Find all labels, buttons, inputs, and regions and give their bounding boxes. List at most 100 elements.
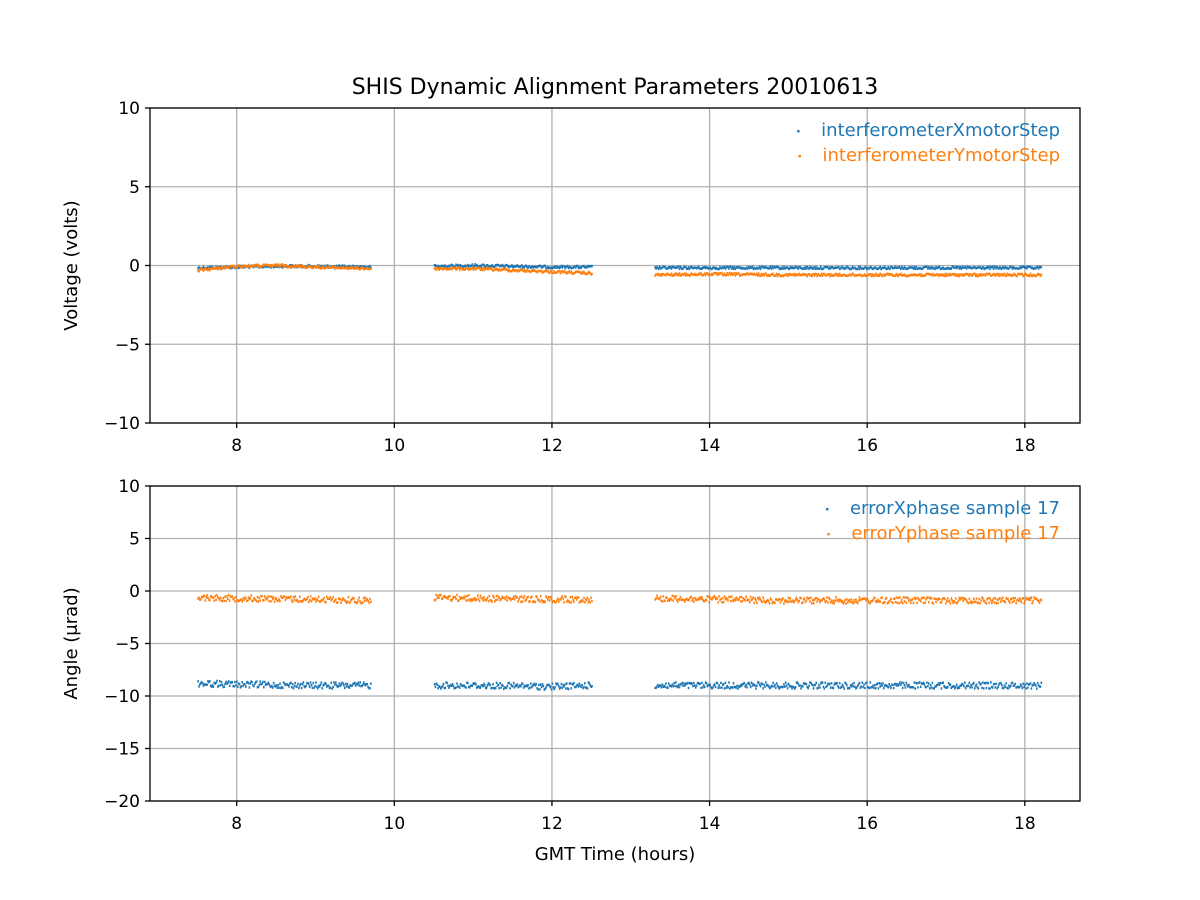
data-point (864, 266, 866, 269)
data-point (926, 681, 928, 684)
data-point (557, 597, 559, 600)
data-point (722, 266, 725, 269)
data-point (936, 267, 938, 270)
data-point (969, 266, 971, 269)
data-point (812, 272, 815, 276)
data-point (926, 596, 928, 599)
data-point (863, 597, 865, 600)
data-point (807, 597, 809, 600)
data-point (964, 265, 966, 269)
data-point (697, 265, 700, 268)
data-point (1019, 265, 1022, 268)
data-point (885, 596, 888, 600)
data-point (932, 267, 935, 270)
data-point (582, 600, 584, 603)
data-point (260, 595, 262, 598)
data-point (779, 274, 782, 278)
data-point (445, 265, 447, 269)
data-point (213, 681, 216, 685)
data-point (557, 266, 559, 269)
data-point (335, 265, 337, 269)
data-point (896, 273, 899, 277)
data-point (434, 266, 437, 269)
data-point (1025, 272, 1027, 276)
data-point (725, 596, 728, 600)
data-point (861, 681, 863, 684)
data-point (964, 598, 966, 601)
data-point (252, 265, 254, 269)
data-point (290, 265, 293, 269)
data-point (688, 681, 691, 685)
data-point (919, 274, 922, 278)
data-point (914, 273, 917, 276)
data-point (476, 598, 478, 601)
data-point (246, 680, 249, 684)
data-point (485, 686, 488, 689)
data-point (362, 601, 364, 604)
data-point (809, 265, 811, 269)
data-point (737, 687, 739, 690)
data-point (581, 265, 583, 268)
data-point (499, 682, 501, 685)
data-point (816, 687, 818, 690)
data-point (1019, 272, 1022, 276)
data-point (264, 596, 267, 600)
data-point (881, 267, 883, 270)
data-point (457, 264, 459, 267)
data-point (327, 597, 330, 600)
data-point (713, 271, 716, 275)
data-point (559, 686, 562, 689)
data-point (737, 597, 739, 600)
data-point (347, 685, 350, 689)
data-point (290, 265, 292, 268)
data-point (660, 599, 663, 602)
data-point (1035, 597, 1037, 600)
data-point (819, 601, 821, 604)
data-point (937, 598, 939, 602)
data-point (218, 680, 221, 683)
data-point (218, 684, 220, 687)
data-point (923, 682, 926, 686)
data-point (917, 273, 919, 277)
data-point (778, 597, 781, 601)
data-point (358, 596, 360, 599)
data-point (676, 598, 678, 601)
data-point (974, 266, 977, 270)
data-point (588, 682, 591, 685)
data-point (510, 265, 512, 268)
data-point (554, 271, 556, 275)
data-point (703, 266, 705, 269)
data-point (805, 683, 808, 686)
data-point (474, 596, 476, 600)
data-point (888, 267, 890, 270)
data-point (1036, 266, 1038, 269)
data-point (915, 597, 917, 600)
data-point (542, 265, 545, 268)
data-point (265, 265, 268, 268)
data-point (666, 596, 668, 599)
data-point (321, 599, 324, 602)
data-point (660, 274, 663, 278)
data-point (200, 267, 202, 271)
data-point (732, 599, 735, 603)
data-point (883, 266, 885, 270)
data-point (451, 266, 454, 270)
data-point (479, 594, 482, 598)
data-point (245, 599, 248, 603)
data-point (748, 265, 750, 269)
data-point (914, 687, 917, 690)
data-point (920, 597, 923, 600)
data-point (560, 596, 563, 599)
data-point (875, 274, 878, 277)
data-point (344, 267, 346, 270)
data-point (348, 686, 351, 689)
data-point (359, 265, 361, 268)
data-point (449, 264, 452, 267)
data-point (691, 682, 693, 686)
data-point (941, 273, 944, 276)
data-point (236, 599, 238, 602)
data-point (579, 266, 582, 270)
data-point (510, 683, 512, 686)
data-point (773, 274, 775, 278)
data-point (767, 267, 770, 270)
